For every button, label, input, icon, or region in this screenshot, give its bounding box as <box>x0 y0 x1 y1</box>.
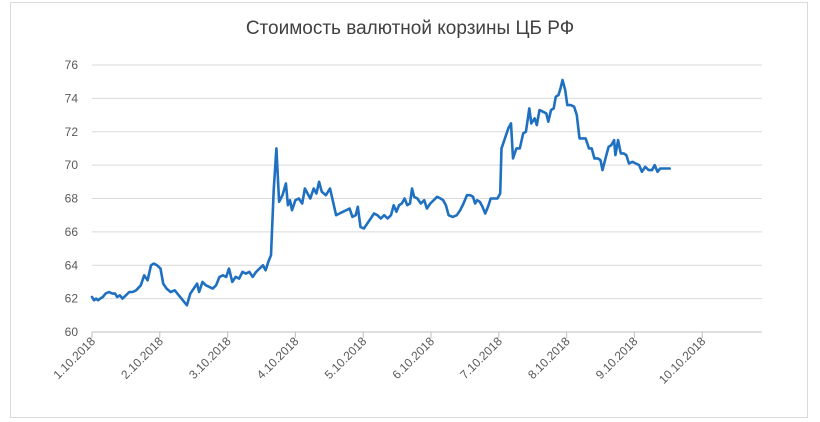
y-tick-label: 68 <box>65 192 79 206</box>
y-tick-label: 62 <box>65 292 79 306</box>
x-tick-label: 5.10.2018 <box>322 334 370 382</box>
x-tick-label: 6.10.2018 <box>389 334 437 382</box>
x-tick-label: 4.10.2018 <box>254 334 302 382</box>
x-tick-label: 9.10.2018 <box>593 334 641 382</box>
series-line <box>90 78 671 307</box>
x-tick-label: 7.10.2018 <box>457 334 505 382</box>
x-tick-label: 8.10.2018 <box>525 334 573 382</box>
y-tick-label: 76 <box>65 58 79 72</box>
y-tick-label: 72 <box>65 125 79 139</box>
chart-title: Стоимость валютной корзины ЦБ РФ <box>245 18 575 39</box>
plot-area <box>90 78 671 307</box>
x-tick-label: 2.10.2018 <box>118 334 166 382</box>
gridlines <box>92 64 762 300</box>
y-tick-label: 74 <box>65 91 79 105</box>
x-axis: 1.10.2018 2.10.2018 3.10.2018 4.10.2018 5.10… <box>50 331 762 387</box>
y-tick-label: 70 <box>65 158 79 172</box>
y-tick-label: 64 <box>65 258 79 272</box>
y-tick-label: 66 <box>65 225 79 239</box>
x-tick-label: 10.10.2018 <box>656 334 709 387</box>
chart-frame <box>10 2 808 418</box>
y-tick-label: 60 <box>65 325 79 339</box>
x-tick-label: 1.10.2018 <box>50 334 98 382</box>
x-tick-label: 3.10.2018 <box>186 334 234 382</box>
y-axis: 60 62 64 66 68 70 72 74 76 <box>65 58 79 339</box>
